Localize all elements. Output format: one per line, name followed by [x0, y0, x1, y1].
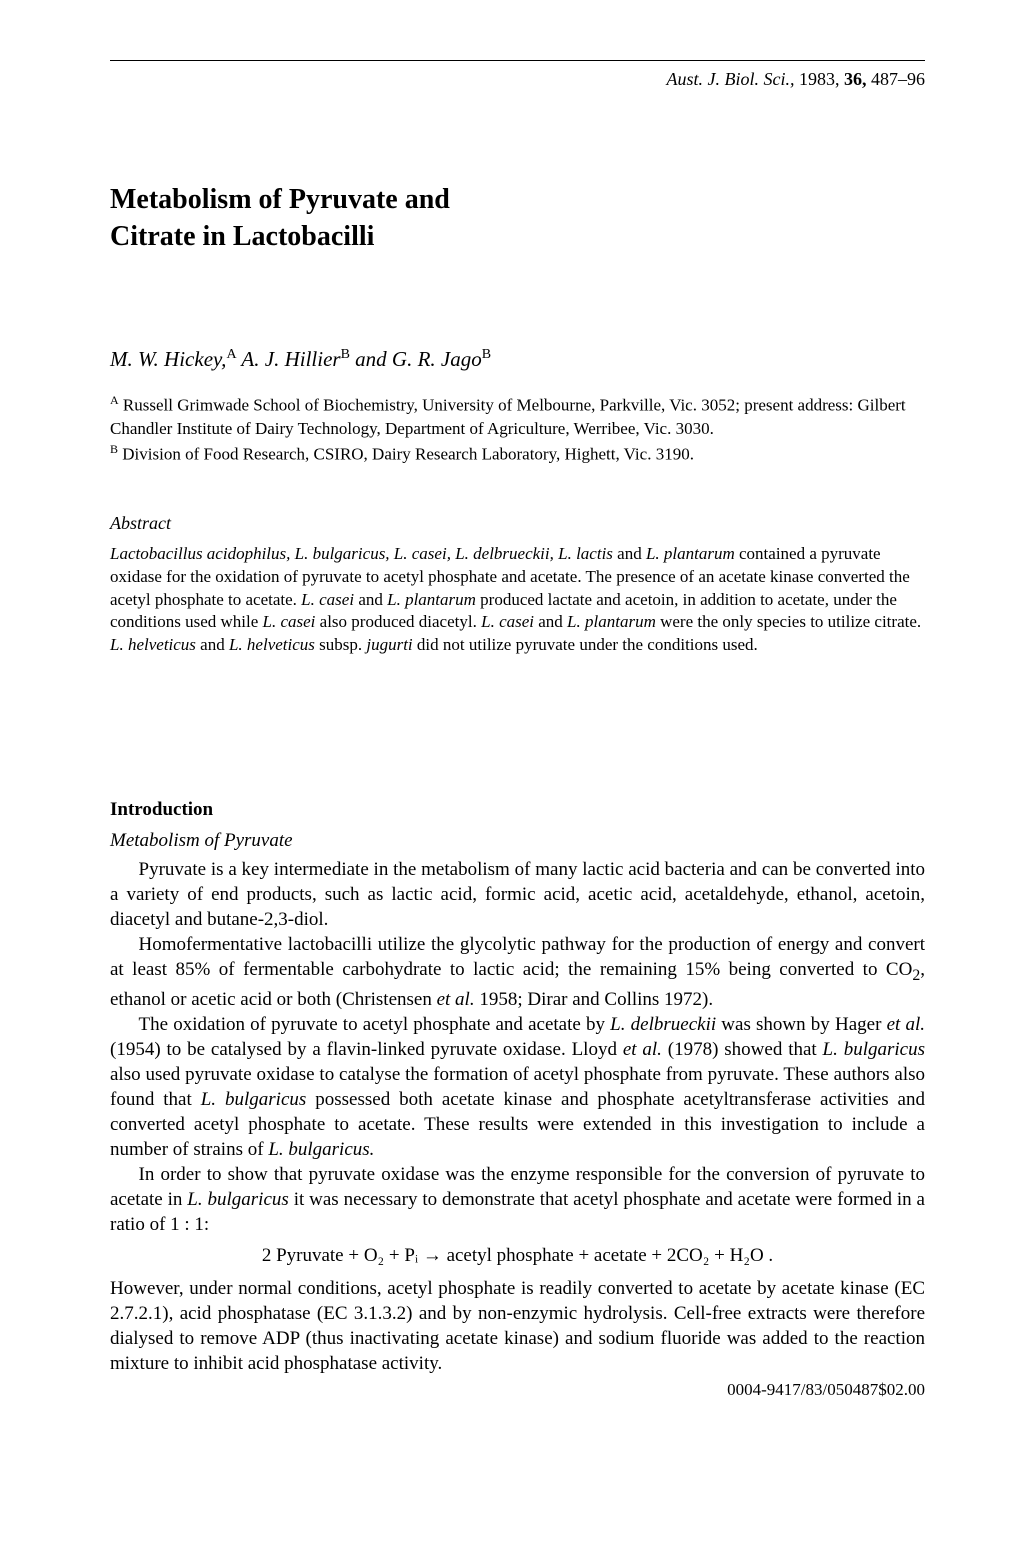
- abstract-text: Lactobacillus acidophilus, L. bulgaricus…: [110, 543, 925, 658]
- abstract-heading: Abstract: [110, 511, 925, 536]
- intro-p1: Pyruvate is a key intermediate in the me…: [110, 857, 925, 932]
- author-1-sup: A: [226, 347, 236, 362]
- intro-p2: Homofermentative lactobacilli utilize th…: [110, 932, 925, 1012]
- journal-name: Aust. J. Biol. Sci.,: [667, 69, 795, 89]
- affil-b-text: Division of Food Research, CSIRO, Dairy …: [118, 445, 694, 464]
- abs-t6: and: [354, 590, 387, 609]
- abs-t20: did not utilize pyruvate under the condi…: [413, 635, 758, 654]
- abs-t14: were the only species to utilize citrate…: [656, 612, 921, 631]
- p4sp: L. bulgaricus: [187, 1189, 289, 1210]
- abs-t2: and: [613, 544, 646, 563]
- journal-year: 1983,: [799, 69, 840, 89]
- article-identifier: 0004-9417/83/050487$02.00: [110, 1378, 925, 1402]
- author-1: M. W. Hickey,: [110, 347, 226, 371]
- journal-volume: 36,: [844, 69, 867, 89]
- abs-sp10: jugurti: [366, 635, 412, 654]
- abs-sp8: L. helveticus: [110, 635, 196, 654]
- p3sp1: L. delbrueckii: [610, 1014, 716, 1035]
- p3sp3: L. bulgaricus: [201, 1089, 307, 1110]
- p3c: (1954) to be catalysed by a flavin-linke…: [110, 1039, 623, 1060]
- abs-sp2: L. plantarum: [646, 544, 735, 563]
- subsection-heading: Metabolism of Pyruvate: [110, 828, 925, 855]
- author-3-sup: B: [482, 347, 491, 362]
- p2c: 1958; Dirar and Collins 1972).: [475, 989, 714, 1010]
- p3etal2: et al.: [623, 1039, 662, 1060]
- abs-t16: and: [196, 635, 229, 654]
- abs-t10: also produced diacetyl.: [315, 612, 481, 631]
- p3sp4: L. bulgaricus.: [268, 1139, 374, 1160]
- title-line2: Citrate in Lactobacilli: [110, 221, 374, 252]
- affiliations: A Russell Grimwade School of Biochemistr…: [110, 392, 925, 466]
- title-line1: Metabolism of Pyruvate and: [110, 184, 450, 215]
- authors: M. W. Hickey,A A. J. HillierB and G. R. …: [110, 345, 925, 374]
- abs-t12: and: [534, 612, 567, 631]
- abs-sp3: L. casei: [301, 590, 354, 609]
- p3etal1: et al.: [887, 1014, 925, 1035]
- abs-sp6: L. casei: [481, 612, 534, 631]
- p3a: The oxidation of pyruvate to acetyl phos…: [139, 1014, 611, 1035]
- abs-sp5: L. casei: [263, 612, 316, 631]
- p2etal: et al.: [437, 989, 475, 1010]
- p3sp2: L. bulgaricus: [823, 1039, 925, 1060]
- journal-reference: Aust. J. Biol. Sci., 1983, 36, 487–96: [110, 67, 925, 92]
- reaction-equation: 2 Pyruvate + O₂ + Pᵢ → acetyl phosphate …: [110, 1243, 925, 1270]
- abs-sp4: L. plantarum: [387, 590, 476, 609]
- p3d: (1978) showed that: [662, 1039, 823, 1060]
- affil-a-text: Russell Grimwade School of Biochemistry,…: [110, 396, 906, 438]
- affiliation-a: A Russell Grimwade School of Biochemistr…: [110, 392, 925, 441]
- affil-a-sup: A: [110, 393, 119, 407]
- affil-b-sup: B: [110, 442, 118, 456]
- article-title: Metabolism of Pyruvate and Citrate in La…: [110, 182, 925, 255]
- top-rule: [110, 60, 925, 61]
- affiliation-b: B Division of Food Research, CSIRO, Dair…: [110, 441, 925, 467]
- intro-p3: The oxidation of pyruvate to acetyl phos…: [110, 1012, 925, 1162]
- author-2: A. J. Hillier: [237, 347, 341, 371]
- abs-sp7: L. plantarum: [567, 612, 656, 631]
- p3b: was shown by Hager: [716, 1014, 886, 1035]
- p2a: Homofermentative lactobacilli utilize th…: [110, 934, 925, 980]
- intro-p4: In order to show that pyruvate oxidase w…: [110, 1162, 925, 1237]
- intro-p5: However, under normal conditions, acetyl…: [110, 1276, 925, 1376]
- journal-pages: 487–96: [871, 69, 925, 89]
- author-3: and G. R. Jago: [350, 347, 482, 371]
- abs-sp9: L. helveticus: [229, 635, 315, 654]
- author-2-sup: B: [341, 347, 350, 362]
- section-intro-heading: Introduction: [110, 797, 925, 824]
- abs-t18: subsp.: [315, 635, 366, 654]
- abs-sp1: Lactobacillus acidophilus, L. bulgaricus…: [110, 544, 613, 563]
